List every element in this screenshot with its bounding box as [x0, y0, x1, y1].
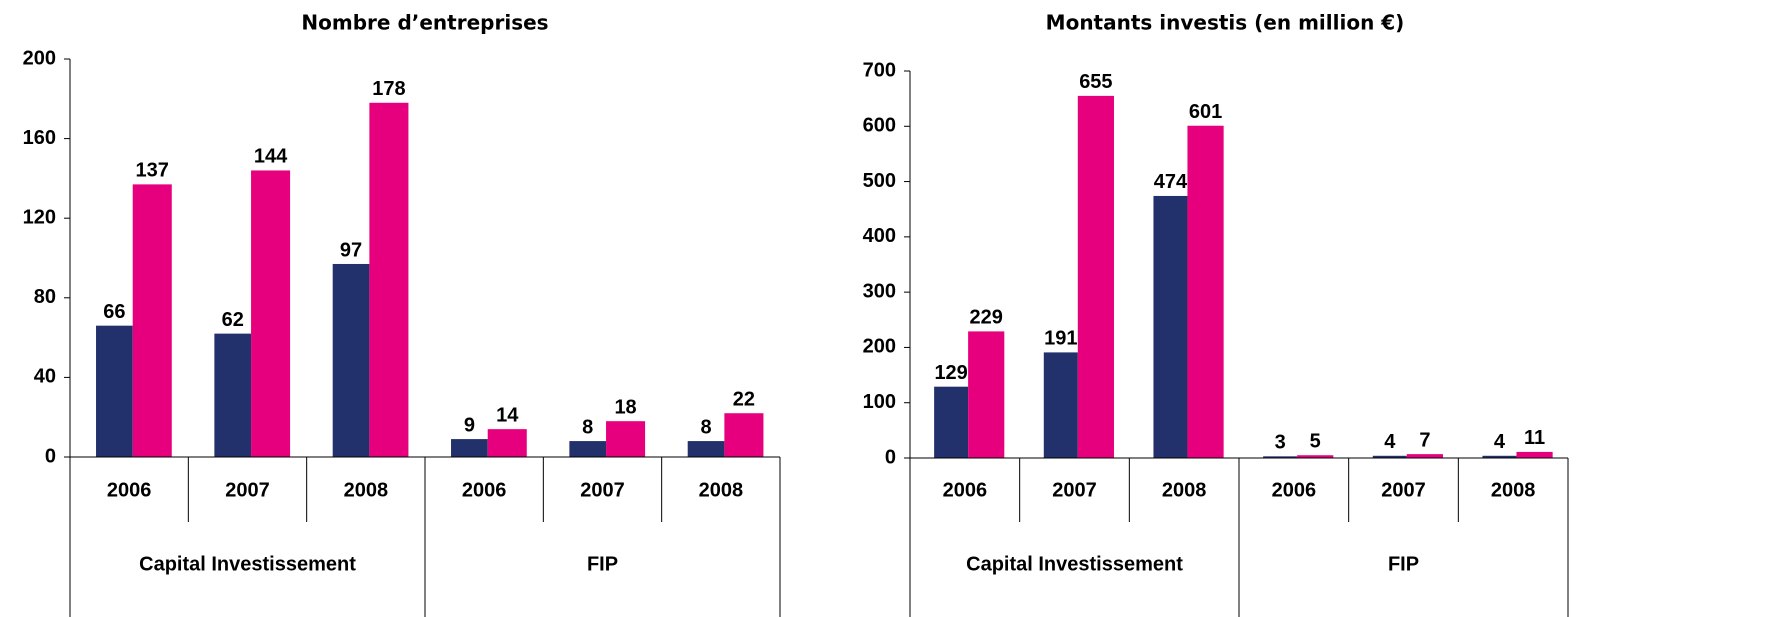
bar	[1482, 455, 1517, 458]
bar	[1263, 456, 1298, 458]
data-label: 11	[1524, 427, 1545, 449]
x-tick-label: 2006	[1272, 479, 1317, 501]
x-tick-label: 2008	[1491, 479, 1536, 501]
bar	[1297, 455, 1334, 458]
group-label: FIP	[1388, 553, 1419, 575]
y-tick-label: 0	[885, 446, 896, 468]
y-tick-label: 40	[34, 366, 56, 388]
data-label: 7	[1419, 429, 1430, 451]
data-label: 229	[970, 307, 1003, 329]
y-tick-label: 200	[23, 47, 56, 69]
data-label: 137	[136, 160, 169, 182]
data-label: 66	[103, 301, 125, 323]
bar	[569, 441, 607, 457]
bar	[1043, 352, 1078, 458]
data-label: 474	[1154, 171, 1188, 193]
data-label: 18	[614, 396, 636, 418]
data-label: 4	[1494, 431, 1506, 453]
y-tick-label: 600	[863, 115, 896, 137]
bar	[451, 439, 488, 457]
x-tick-label: 2007	[1381, 479, 1426, 501]
bar	[606, 421, 646, 457]
group-label: FIP	[587, 553, 618, 575]
data-label: 144	[254, 146, 288, 168]
data-label: 191	[1044, 328, 1077, 350]
bar	[687, 441, 725, 457]
y-tick-label: 160	[23, 127, 56, 149]
bar	[1372, 455, 1407, 458]
y-tick-label: 700	[863, 59, 896, 81]
y-tick-label: 200	[863, 336, 896, 358]
x-tick-label: 2006	[107, 479, 152, 501]
x-tick-label: 2006	[462, 479, 507, 501]
x-tick-label: 2007	[225, 479, 270, 501]
y-tick-label: 300	[863, 280, 896, 302]
bar	[968, 331, 1005, 458]
bar	[1077, 95, 1114, 458]
group-label: Capital Investissement	[966, 553, 1183, 575]
data-label: 8	[700, 416, 711, 438]
bar	[724, 413, 764, 457]
x-tick-label: 2008	[344, 479, 389, 501]
y-tick-label: 500	[863, 170, 896, 192]
bar	[1153, 195, 1188, 458]
bar	[934, 386, 969, 458]
x-tick-label: 2008	[1162, 479, 1207, 501]
data-label: 178	[372, 78, 405, 100]
y-tick-label: 0	[45, 445, 56, 467]
bar	[332, 263, 370, 457]
data-label: 14	[496, 404, 519, 426]
bar	[1516, 451, 1553, 458]
data-label: 22	[733, 389, 755, 411]
data-label: 62	[222, 309, 244, 331]
chart-title: Nombre d’entreprises	[301, 11, 548, 35]
data-label: 129	[934, 362, 967, 384]
data-label: 4	[1384, 431, 1396, 453]
x-tick-label: 2007	[580, 479, 625, 501]
data-label: 9	[464, 414, 475, 436]
bar	[251, 170, 291, 457]
x-tick-label: 2007	[1052, 479, 1097, 501]
bar	[96, 325, 133, 457]
x-tick-label: 2006	[943, 479, 988, 501]
data-label: 3	[1275, 432, 1286, 454]
bar	[487, 429, 527, 457]
data-label: 8	[582, 416, 593, 438]
data-label: 601	[1189, 101, 1222, 123]
bar	[1406, 454, 1443, 458]
bar	[214, 333, 252, 457]
data-label: 97	[340, 239, 362, 261]
bar	[369, 102, 409, 457]
data-label: 5	[1310, 431, 1321, 453]
y-tick-label: 400	[863, 225, 896, 247]
bar	[132, 184, 172, 457]
y-tick-label: 80	[34, 286, 56, 308]
y-tick-label: 100	[863, 391, 896, 413]
y-tick-label: 120	[23, 206, 56, 228]
data-label: 655	[1079, 71, 1112, 93]
bar	[1187, 125, 1224, 459]
group-label: Capital Investissement	[139, 553, 356, 575]
chart-title: Montants investis (en million €)	[1046, 11, 1405, 35]
x-tick-label: 2008	[699, 479, 744, 501]
